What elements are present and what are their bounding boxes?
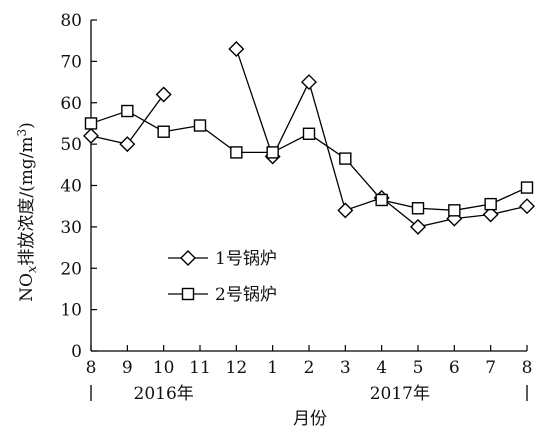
data-point: [520, 181, 534, 194]
legend: 1号锅炉 2号锅炉: [168, 249, 277, 305]
x-tick-label: 11: [189, 358, 211, 378]
y-tick-label: 20: [60, 259, 82, 279]
x-tick-label: 8: [522, 358, 533, 378]
legend-label: 2号锅炉: [215, 285, 277, 305]
x-tick-label: 12: [226, 358, 248, 378]
data-point: [230, 146, 243, 159]
year-label: 2017年: [370, 384, 430, 404]
y-axis: 0 10 20 30 40 50 60 70 80: [60, 11, 97, 362]
series: [83, 40, 535, 235]
data-point: [375, 193, 388, 207]
data-point: [266, 146, 279, 159]
data-point: [410, 218, 426, 235]
data-point: [83, 127, 99, 144]
x-tick-label: 1: [267, 358, 278, 378]
y-tick-label: 0: [71, 342, 82, 362]
data-point: [301, 74, 317, 91]
legend-marker: [180, 250, 196, 266]
data-point: [155, 86, 172, 103]
year-label: 2016年: [134, 384, 194, 404]
data-point: [193, 119, 207, 132]
legend-label: 1号锅炉: [215, 249, 277, 269]
x-tick-label: 8: [86, 358, 97, 378]
data-point: [119, 136, 136, 153]
data-point: [339, 152, 352, 165]
data-point: [484, 197, 497, 211]
x-tick-label: 7: [485, 358, 496, 378]
x-ticks: 8 9 10 11 12 1 2 3 4 5 6 7 8: [86, 345, 533, 378]
y-tick-label: 60: [60, 94, 82, 114]
x-tick-label: 10: [153, 358, 175, 378]
data-point: [448, 204, 461, 217]
data-point: [411, 202, 425, 215]
x-tick-label: 2: [304, 358, 315, 378]
data-point: [302, 127, 316, 140]
y-tick-label: 10: [60, 301, 82, 321]
x-tick-label: 4: [376, 358, 387, 378]
data-point: [337, 202, 354, 219]
x-tick-label: 5: [413, 358, 424, 378]
data-point: [519, 198, 535, 215]
year-labels: 2016年 2017年: [90, 384, 528, 404]
x-tick-label: 9: [122, 358, 133, 378]
x-tick-label: 6: [449, 358, 460, 378]
y-ticks: 0 10 20 30 40 50 60 70 80: [60, 11, 97, 362]
series-line: [90, 110, 528, 211]
legend-marker: [181, 287, 195, 301]
y-tick-label: 80: [60, 11, 82, 31]
data-point: [121, 104, 134, 118]
y-tick-label: 40: [60, 177, 82, 197]
data-point: [228, 40, 245, 57]
y-tick-label: 70: [60, 52, 82, 72]
x-axis: 8 9 10 11 12 1 2 3 4 5 6 7 8: [86, 345, 533, 378]
y-tick-label: 30: [60, 218, 82, 238]
data-point: [482, 206, 499, 223]
data-point: [157, 125, 170, 138]
series-2: [84, 104, 534, 217]
x-axis-title: 月份: [293, 409, 327, 429]
x-tick-label: 3: [340, 358, 351, 378]
data-point: [84, 117, 98, 130]
y-tick-label: 50: [60, 135, 82, 155]
y-axis-title: NOx排放浓度/(mg/m3): [15, 122, 40, 302]
